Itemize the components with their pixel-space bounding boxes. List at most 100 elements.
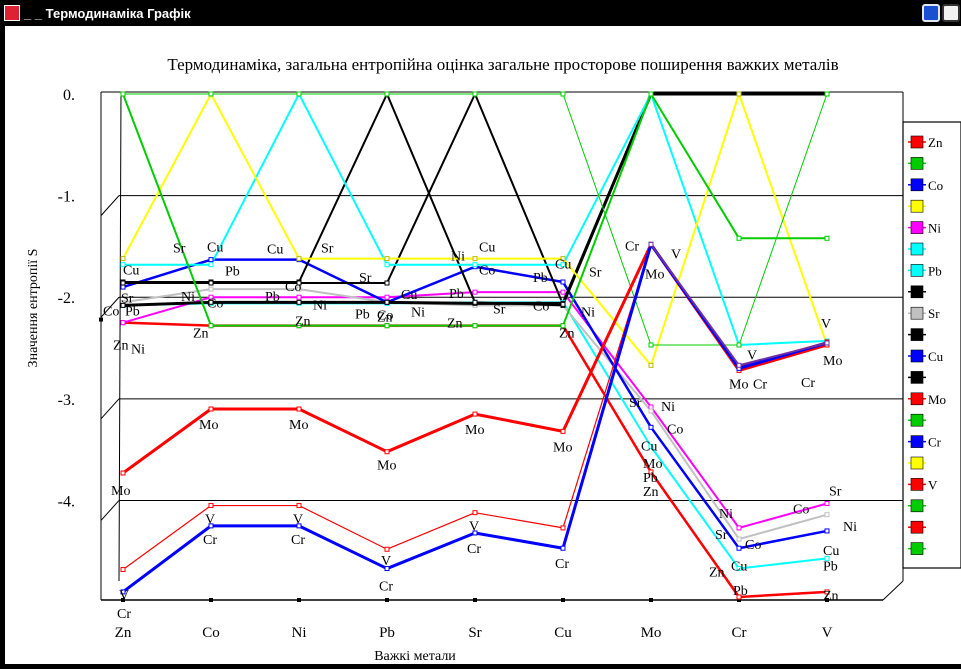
x-tick-label: Co	[202, 625, 220, 641]
data-label: Mo	[729, 377, 748, 392]
minimize-button[interactable]	[922, 4, 940, 22]
data-point	[384, 256, 390, 262]
data-label: Sr	[629, 396, 642, 411]
data-label: Mo	[289, 418, 308, 433]
data-label: Zn	[643, 485, 659, 500]
legend-swatch	[910, 542, 924, 555]
data-point	[648, 241, 654, 247]
data-label: Cu	[731, 560, 747, 575]
data-label: Zn	[823, 589, 839, 604]
data-label: Ni	[181, 290, 195, 305]
axis-floor-right	[882, 580, 904, 601]
data-point	[736, 235, 742, 241]
data-label: Cr	[801, 376, 815, 391]
title-bar[interactable]: _ _ Термодинаміка Графік	[0, 0, 961, 26]
data-point	[736, 545, 742, 551]
legend-label: Sr	[928, 306, 940, 321]
data-label: Ni	[719, 507, 733, 522]
data-label: Ni	[451, 250, 465, 265]
data-point	[560, 262, 566, 268]
data-point	[472, 91, 478, 97]
y-tick-label: -3.	[58, 392, 75, 409]
data-label: Cu	[401, 288, 417, 303]
data-point	[736, 594, 742, 600]
legend-box	[902, 121, 961, 569]
data-point	[296, 280, 302, 286]
data-point	[120, 567, 126, 573]
legend-swatch	[910, 221, 924, 234]
data-label: Mo	[643, 457, 662, 472]
data-point	[648, 404, 654, 410]
data-point	[120, 320, 126, 326]
data-label: Pb	[265, 290, 280, 305]
data-label: Mo	[377, 459, 396, 474]
legend-label: Cr	[928, 435, 942, 450]
x-tick-label: Cu	[554, 625, 572, 641]
data-point	[824, 528, 830, 534]
data-point	[648, 91, 654, 97]
data-point	[296, 286, 302, 292]
data-label: Pb	[355, 307, 370, 322]
chart-area: Термодинаміка, загальна ентропійна оцінк…	[5, 26, 961, 664]
data-label: Zn	[709, 566, 725, 581]
data-label: V	[469, 520, 479, 535]
data-point	[384, 262, 390, 268]
data-label: Ni	[843, 520, 857, 535]
data-point	[824, 555, 830, 561]
data-label: Cu	[555, 258, 571, 273]
data-label: Cu	[479, 241, 495, 256]
data-label: Zn	[193, 327, 209, 342]
data-point	[560, 301, 566, 307]
data-point	[736, 362, 742, 368]
legend-swatch	[910, 478, 924, 491]
data-point	[296, 406, 302, 412]
data-label: Mo	[111, 484, 130, 499]
data-label: Ni	[411, 305, 425, 320]
data-label: Sr	[121, 291, 134, 306]
maximize-button[interactable]	[942, 4, 960, 22]
legend-swatch	[910, 199, 924, 213]
x-tick-label: V	[822, 625, 833, 641]
legend-label: Pb	[928, 263, 942, 278]
data-label: Sr	[173, 242, 186, 257]
data-point	[296, 523, 302, 529]
y-tick-mark	[99, 317, 103, 322]
app-icon[interactable]	[4, 5, 20, 21]
legend-swatch	[910, 520, 924, 534]
data-point	[560, 323, 566, 329]
data-point	[648, 408, 654, 414]
data-label: Co	[103, 304, 119, 319]
data-label: V	[205, 513, 215, 528]
data-point	[384, 299, 390, 305]
x-tick-label: Pb	[379, 625, 395, 641]
data-point	[296, 503, 302, 509]
data-point	[384, 323, 390, 329]
data-label: Cr	[753, 377, 767, 392]
legend-swatch	[910, 285, 924, 299]
gridline-depth	[100, 296, 120, 318]
x-tick-label: Ni	[292, 625, 307, 641]
data-point	[824, 512, 830, 518]
legend-swatch	[910, 371, 924, 384]
data-point	[560, 525, 566, 531]
data-label: Sr	[321, 242, 334, 257]
y-tick-label: 0.	[63, 87, 75, 104]
data-label: Co	[479, 264, 495, 279]
data-point	[560, 289, 566, 295]
data-label: Mo	[465, 423, 484, 438]
data-label: Ni	[131, 343, 145, 358]
data-label: Zn	[559, 327, 575, 342]
data-point	[120, 256, 126, 262]
data-point	[472, 510, 478, 516]
data-label: Sr	[589, 266, 602, 281]
data-label: V	[671, 247, 681, 262]
data-point	[648, 444, 654, 450]
x-axis-label: Важкі метали	[374, 649, 456, 664]
data-label: Pb	[733, 584, 748, 599]
data-label: Sr	[829, 485, 842, 500]
data-point	[208, 286, 214, 292]
data-point	[120, 589, 126, 595]
data-label: Mo	[553, 440, 572, 455]
data-label: Pb	[533, 271, 548, 286]
data-point	[120, 284, 126, 290]
